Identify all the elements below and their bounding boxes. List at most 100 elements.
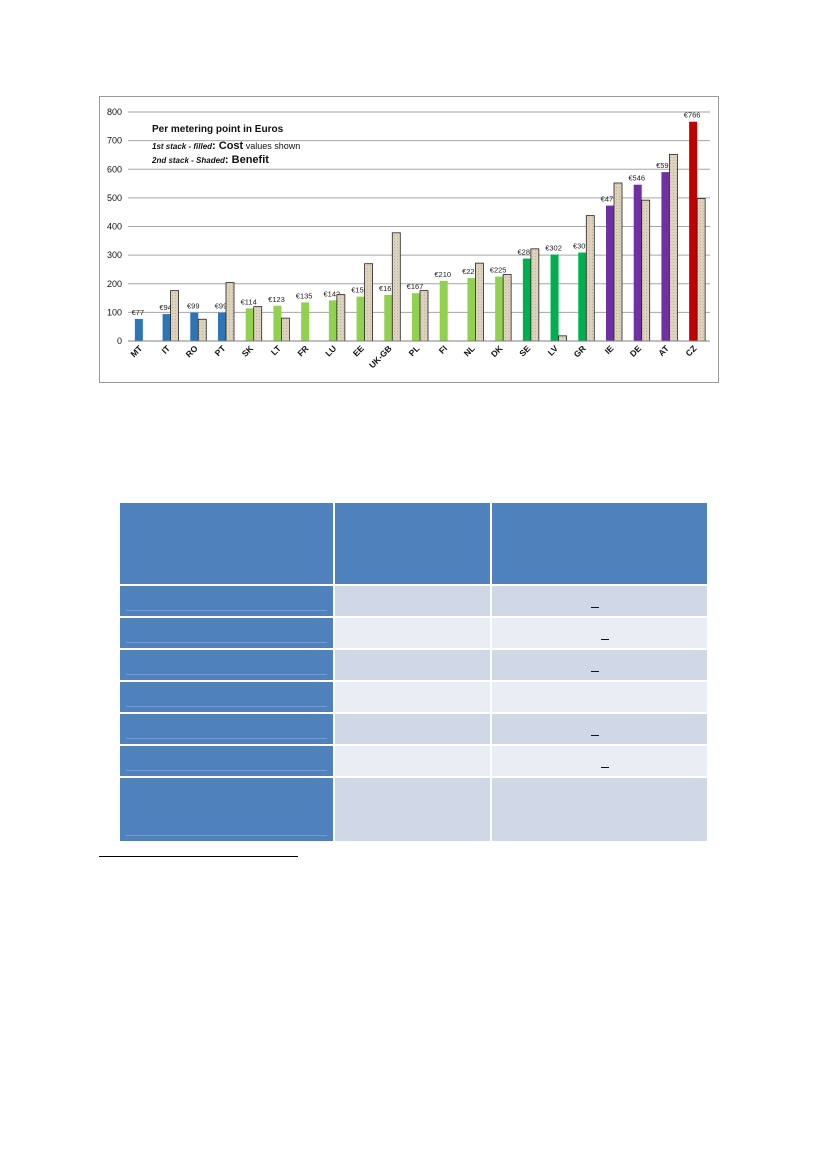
y-tick-label: 100	[107, 307, 122, 317]
table-header-row	[120, 503, 707, 584]
cost-bar	[412, 293, 420, 341]
cost-data-label: €99	[187, 302, 200, 311]
table-cell	[492, 682, 707, 712]
table-header-cell	[120, 503, 333, 584]
table-cell	[335, 778, 490, 841]
cost-bar	[301, 302, 310, 341]
cost-data-label: €225	[490, 266, 507, 275]
x-tick-label: PL	[407, 343, 422, 358]
cell-rule	[126, 835, 327, 836]
cost-data-label: €135	[296, 291, 313, 300]
x-tick-label: SE	[517, 343, 532, 358]
cba-chart: 0 100 200 300 400 500 600 700 800 €77 MT €94 IT €99 RO…	[99, 96, 719, 383]
table-cell	[492, 618, 707, 648]
cost-bar	[522, 258, 531, 341]
table-cell	[335, 714, 490, 744]
table-header-cell	[492, 503, 707, 584]
cost-data-label: €473	[601, 195, 618, 204]
x-tick-label: IT	[160, 343, 173, 356]
table-cell	[335, 618, 490, 648]
benefit-bar	[502, 274, 512, 342]
table-row	[120, 618, 707, 648]
benefit-bar	[530, 248, 540, 342]
cost-data-label: €590	[656, 161, 673, 170]
cost-data-label: €94	[159, 303, 172, 312]
benefit-bar	[225, 282, 235, 342]
x-tick-label: DE	[628, 343, 644, 359]
cost-data-label: €114	[241, 297, 257, 306]
y-tick-label: 600	[107, 164, 122, 174]
table-cell	[335, 682, 490, 712]
x-tick-label: LU	[323, 343, 338, 358]
benefit-bar	[585, 215, 595, 342]
cost-bar	[633, 184, 642, 341]
legend-line-cost: 1st stack - filled: Cost values shown	[152, 140, 300, 152]
cost-data-label: €302	[545, 244, 562, 253]
cost-bar	[550, 254, 559, 341]
cost-data-label: €155	[351, 286, 368, 295]
x-tick-label: DK	[489, 343, 505, 359]
cost-data-label: €210	[434, 270, 451, 279]
table-row	[120, 778, 707, 841]
cost-bar	[495, 276, 504, 341]
benefit-bar	[391, 232, 401, 342]
dash-mark	[591, 671, 599, 672]
cost-bar	[190, 312, 199, 341]
cost-bar	[218, 312, 226, 341]
y-tick-label: 400	[107, 222, 122, 232]
table-cell	[492, 714, 707, 744]
y-tick-label: 0	[117, 336, 122, 346]
cost-data-label: €220	[462, 267, 479, 276]
benefit-bar	[641, 199, 651, 342]
dash-mark	[601, 767, 609, 768]
table-cell	[120, 714, 333, 744]
x-tick-label: FR	[295, 343, 310, 358]
cell-rule	[126, 706, 327, 707]
footnote-separator	[99, 856, 298, 857]
legend-title: Per metering point in Euros	[152, 124, 284, 135]
table-cell	[120, 778, 333, 841]
y-tick-label: 300	[107, 250, 122, 260]
table-row	[120, 650, 707, 680]
cost-bar	[689, 121, 698, 341]
cost-bar	[661, 172, 670, 341]
table-row	[120, 586, 707, 616]
table-cell	[492, 650, 707, 680]
legend-line-benefit: 2nd stack - Shaded: Benefit	[152, 154, 269, 166]
cost-bar	[384, 294, 393, 341]
cost-bar	[606, 205, 614, 341]
legend-cost-word: : Cost	[212, 140, 244, 152]
legend-cost-rest: values shown	[243, 141, 301, 151]
x-tick-label: AT	[656, 343, 671, 358]
benefit-bar	[281, 317, 290, 342]
table-cell	[120, 746, 333, 776]
x-tick-label: EE	[351, 343, 366, 358]
cost-bar	[356, 296, 365, 341]
benefit-bar	[253, 306, 263, 342]
y-tick-label: 500	[107, 193, 122, 203]
benefit-bar	[197, 318, 207, 342]
table-row	[120, 682, 707, 712]
cost-data-label: €77	[132, 308, 145, 317]
x-tick-label: LV	[546, 343, 561, 358]
legend-cost-prefix: 1st stack - filled	[152, 142, 213, 151]
dash-mark	[591, 735, 599, 736]
benefit-bar	[336, 294, 346, 342]
table-cell	[492, 746, 707, 776]
x-tick-label: GR	[572, 343, 588, 359]
cell-rule	[126, 642, 327, 643]
x-tick-label: IE	[603, 343, 616, 356]
table-cell	[120, 650, 333, 680]
benefit-bar	[170, 290, 179, 342]
benefit-bar	[558, 335, 567, 342]
x-tick-label: PT	[213, 343, 228, 358]
dash-mark	[601, 639, 609, 640]
dash-mark	[591, 607, 599, 608]
cell-rule	[126, 610, 327, 611]
cell-rule	[126, 770, 327, 771]
benefit-bar	[419, 290, 429, 342]
cost-bar	[328, 300, 337, 341]
x-tick-label: CZ	[683, 343, 698, 358]
cost-bar	[134, 318, 143, 341]
table-cell	[335, 650, 490, 680]
